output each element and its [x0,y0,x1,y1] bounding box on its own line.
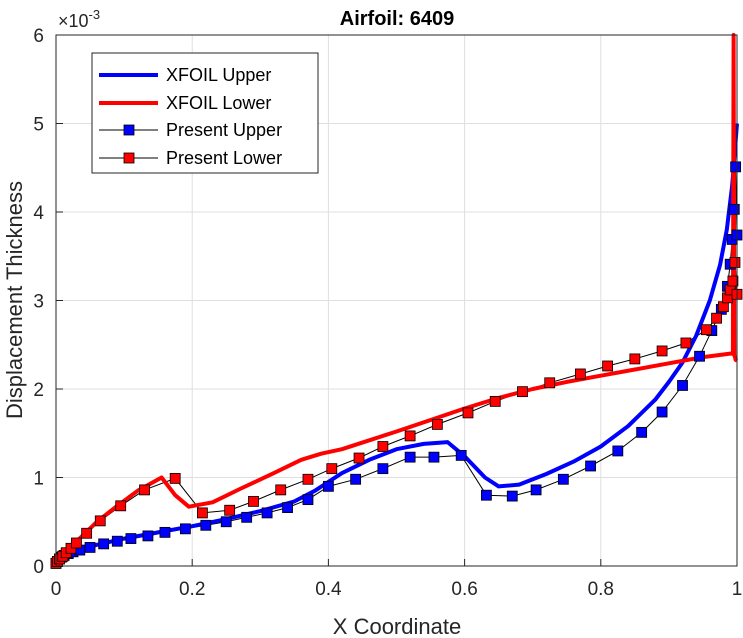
present-lower-marker [94,515,106,527]
y-tick-label: 1 [33,469,44,490]
legend-marker-present-lower [123,152,135,164]
present-upper-marker [220,516,232,528]
y-axis-exponent-base: ×10 [58,11,89,31]
present-lower-marker [404,430,416,442]
present-upper-marker [200,519,212,531]
present-lower-marker [727,275,739,287]
present-upper-marker [677,380,688,391]
chart-title: Airfoil: 6409 [340,8,454,30]
present-upper-marker [694,350,705,362]
x-tick-label: 0.4 [315,579,342,600]
y-tick-label: 6 [33,26,44,47]
present-lower-marker [711,312,722,324]
present-upper-marker [585,460,596,472]
x-axis-label: X Coordinate [333,614,461,638]
present-lower-marker [602,360,614,372]
x-tick-label: 0.6 [451,579,477,600]
present-upper-marker [506,490,518,502]
present-upper-marker [728,203,740,215]
present-lower-marker [544,377,556,389]
present-upper-marker [656,406,668,418]
present-lower-marker [224,504,236,516]
present-upper-marker [612,445,624,457]
present-lower-marker [462,407,474,419]
y-axis-label: Displacement Thickness [2,181,27,419]
present-lower-marker [139,484,150,496]
y-tick-label: 4 [33,203,44,224]
present-upper-marker [179,523,191,535]
legend-label-xfoil-lower: XFOIL Lower [166,93,271,113]
legend-marker-present-upper [123,124,135,136]
present-lower-marker [169,472,181,484]
present-upper-marker [125,533,137,544]
present-lower-marker [489,395,501,407]
legend-label-present-lower: Present Lower [166,148,282,168]
present-upper-marker [455,449,467,461]
present-lower-marker [629,353,641,365]
present-upper-marker [480,489,492,501]
legend: XFOIL Upper XFOIL Lower Present Upper Prese… [91,52,319,174]
x-tick-label: 1 [732,579,743,600]
present-upper-marker [404,451,416,463]
present-upper-marker [159,526,171,538]
present-upper-marker [557,473,569,485]
present-lower-marker [680,337,692,349]
present-lower-marker [197,507,208,519]
present-lower-marker [81,527,93,539]
present-upper-marker [282,502,293,513]
present-upper-marker [530,484,542,496]
present-lower-marker [377,441,389,452]
y-tick-label: 0 [33,557,44,578]
present-upper-marker [636,426,648,438]
present-upper-marker [302,494,314,506]
present-lower-marker [326,463,338,475]
present-lower-marker [729,257,741,268]
present-lower-marker [71,537,82,549]
present-upper-marker [730,161,742,173]
y-tick-label: 2 [33,380,44,401]
y-axis-exponent: ×10-3 [58,7,100,31]
x-tick-label: 0 [51,579,62,600]
x-tick-label: 0.8 [588,579,614,600]
legend-label-xfoil-upper: XFOIL Upper [166,65,271,85]
present-upper-marker [84,542,96,553]
present-lower-marker [574,368,586,380]
present-upper-marker [377,463,389,475]
present-upper-marker [241,511,253,523]
present-upper-marker [98,538,110,550]
present-upper-marker [142,530,154,542]
present-lower-marker [700,324,712,336]
xfoil-lower-line [54,33,739,565]
axis-ticks: 0 0.2 0.4 0.6 0.8 1 0 1 2 3 4 5 6 [33,26,742,600]
present-lower-marker [275,484,287,496]
y-tick-label: 5 [33,115,44,136]
present-upper-marker [350,473,362,485]
x-tick-label: 0.2 [179,579,205,600]
legend-label-present-upper: Present Upper [166,120,282,140]
present-upper-marker [261,507,273,519]
present-lower-marker [248,495,259,507]
present-lower-marker [115,500,127,512]
present-lower-marker [656,345,668,357]
present-upper-marker [428,451,440,463]
present-upper-marker [322,480,334,492]
present-lower-marker [353,452,365,464]
present-upper-marker [111,535,123,547]
y-tick-label: 3 [33,292,44,313]
y-axis-exponent-power: -3 [89,7,101,22]
present-lower-marker [431,418,443,430]
present-lower-marker [302,473,314,485]
present-lower-marker [517,386,528,398]
